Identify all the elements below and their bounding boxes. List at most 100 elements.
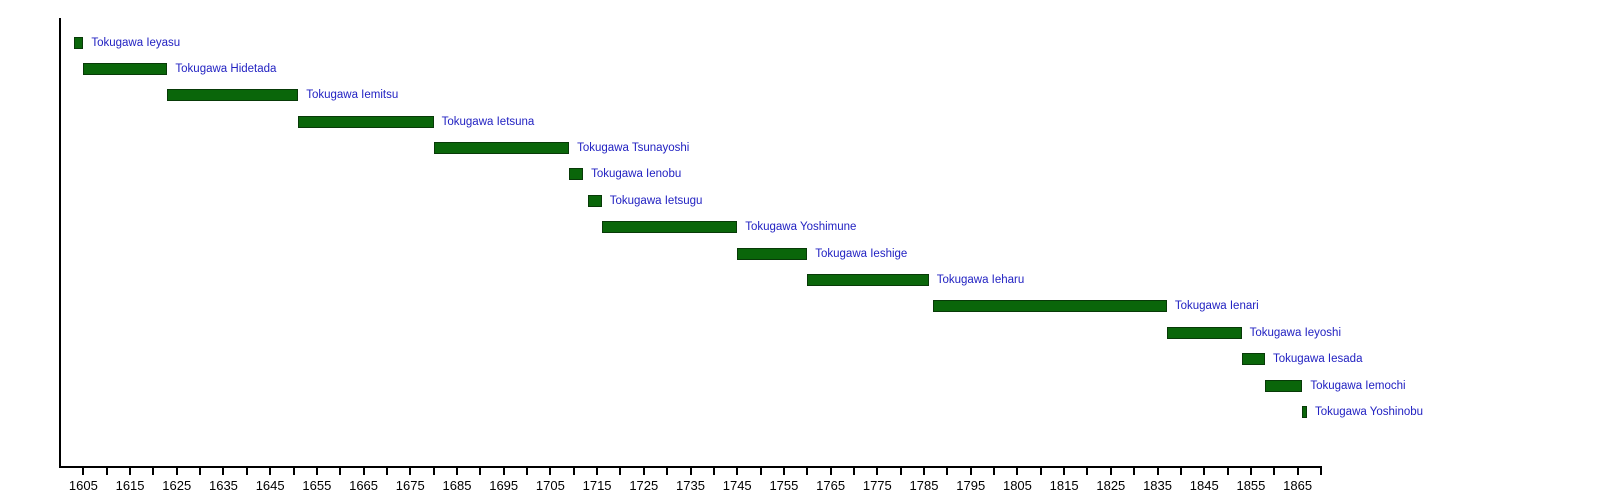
x-axis-tick-label: 1605 <box>68 478 98 493</box>
timeline-bar-label: Tokugawa Hidetada <box>175 62 277 75</box>
x-axis-tick <box>82 468 85 475</box>
x-axis-tick-label: 1625 <box>162 478 192 493</box>
timeline-bar-label: Tokugawa Iemochi <box>1310 379 1406 392</box>
x-axis-tick <box>619 468 622 475</box>
x-axis-tick-label: 1845 <box>1189 478 1219 493</box>
x-axis-tick-label: 1755 <box>769 478 799 493</box>
x-axis-tick <box>969 468 972 475</box>
x-axis-tick <box>759 468 762 475</box>
x-axis-tick-label: 1855 <box>1236 478 1266 493</box>
x-axis-tick <box>526 468 529 475</box>
x-axis-tick <box>409 468 412 475</box>
x-axis-tick <box>1273 468 1276 475</box>
x-axis-tick-label: 1745 <box>722 478 752 493</box>
x-axis-tick <box>245 468 248 475</box>
x-axis-tick-label: 1735 <box>676 478 705 493</box>
x-axis-tick-label: 1785 <box>909 478 939 493</box>
timeline-bar <box>601 221 738 234</box>
x-axis-tick-label: 1695 <box>489 478 519 493</box>
timeline-bar-label: Tokugawa Tsunayoshi <box>577 142 690 155</box>
x-axis-tick <box>129 468 132 475</box>
x-axis-tick-label: 1795 <box>956 478 986 493</box>
x-axis-tick <box>269 468 272 475</box>
timeline-bar <box>807 274 929 286</box>
timeline-bar-label: Tokugawa Ietsugu <box>609 194 703 207</box>
x-axis-tick-label: 1835 <box>1143 478 1172 493</box>
x-axis-tick <box>549 468 552 475</box>
x-axis-tick <box>596 468 599 475</box>
x-axis-tick <box>993 468 996 475</box>
x-axis-tick-label: 1615 <box>115 478 145 493</box>
x-axis-tick-label: 1725 <box>629 478 659 493</box>
x-axis-tick <box>1296 468 1299 475</box>
timeline-bar <box>1241 353 1265 366</box>
timeline-bar-label: Tokugawa Ienari <box>1174 300 1259 313</box>
x-axis-tick-label: 1665 <box>349 478 379 493</box>
x-axis-tick <box>1320 468 1322 475</box>
x-axis-tick <box>479 468 482 475</box>
timeline-bar-label: Tokugawa Iemitsu <box>306 89 399 102</box>
x-axis-tick <box>689 468 692 475</box>
x-axis-tick <box>899 468 902 475</box>
x-axis-tick <box>876 468 879 475</box>
timeline-bar-label: Tokugawa Ieharu <box>936 274 1025 286</box>
x-axis-tick-label: 1765 <box>816 478 846 493</box>
x-axis-tick-label: 1775 <box>862 478 892 493</box>
x-axis-tick <box>1179 468 1182 475</box>
x-axis-tick <box>292 468 295 475</box>
timeline-bar <box>1302 405 1307 418</box>
x-axis-tick <box>1039 468 1042 475</box>
timeline-bar-label: Tokugawa Ieshige <box>815 247 908 260</box>
timeline-bar <box>433 142 570 155</box>
timeline-bar <box>587 194 602 207</box>
x-axis-tick <box>1133 468 1136 475</box>
x-axis-tick <box>175 468 178 475</box>
x-axis-tick <box>199 468 202 475</box>
x-axis-tick <box>712 468 715 475</box>
x-axis-tick <box>572 468 575 475</box>
x-axis-tick <box>1249 468 1252 475</box>
x-axis-line <box>59 466 1322 468</box>
timeline-bar-label: Tokugawa Ieyoshi <box>1249 326 1342 339</box>
timeline-bar-label: Tokugawa Iesada <box>1272 353 1363 366</box>
x-axis-tick <box>455 468 458 475</box>
x-axis-tick-label: 1685 <box>442 478 472 493</box>
x-axis-tick-label: 1805 <box>1002 478 1032 493</box>
x-axis-tick <box>1156 468 1159 475</box>
x-axis-tick <box>736 468 739 475</box>
x-axis-tick <box>642 468 645 475</box>
x-axis-tick <box>829 468 832 475</box>
x-axis-tick <box>385 468 388 475</box>
x-axis-tick <box>1063 468 1066 475</box>
timeline-bar <box>74 36 84 49</box>
x-axis-tick-label: 1865 <box>1283 478 1313 493</box>
timeline-bar <box>167 89 299 102</box>
x-axis-tick <box>1109 468 1112 475</box>
timeline-bar-label: Tokugawa Ietsuna <box>441 115 535 128</box>
x-axis-tick <box>105 468 108 475</box>
timeline-bar <box>83 62 168 75</box>
x-axis-tick <box>1086 468 1089 475</box>
x-axis-tick <box>1016 468 1019 475</box>
x-axis-tick <box>852 468 855 475</box>
x-axis-tick <box>432 468 435 475</box>
x-axis-tick-label: 1675 <box>395 478 425 493</box>
x-axis-tick <box>152 468 155 475</box>
x-axis-tick <box>502 468 505 475</box>
x-axis-tick-label: 1815 <box>1049 478 1079 493</box>
x-axis-tick-label: 1825 <box>1096 478 1126 493</box>
x-axis-tick <box>362 468 365 475</box>
timeline-bar <box>933 300 1167 313</box>
timeline-bar-label: Tokugawa Ieyasu <box>91 36 181 49</box>
x-axis-tick-label: 1655 <box>302 478 332 493</box>
timeline-bar <box>1264 379 1303 392</box>
timeline-bar-label: Tokugawa Yoshimune <box>745 221 857 234</box>
x-axis-tick <box>782 468 785 475</box>
timeline-bar <box>1166 326 1242 339</box>
x-axis-tick-label: 1715 <box>582 478 612 493</box>
x-axis-tick <box>666 468 669 475</box>
x-axis-tick <box>339 468 342 475</box>
timeline-bar <box>298 115 434 128</box>
x-axis-tick-label: 1705 <box>535 478 565 493</box>
